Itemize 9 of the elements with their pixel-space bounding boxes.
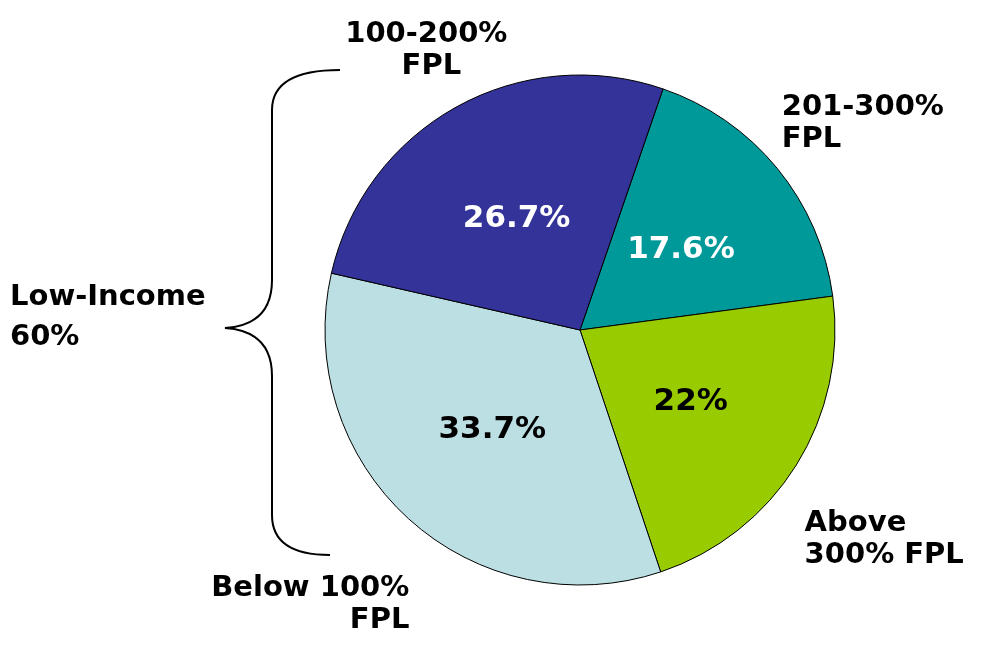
data-label: 33.7% <box>438 408 547 445</box>
slice-label: 100-200% FPL <box>345 14 518 81</box>
slice-label: Below 100% FPL <box>211 568 410 635</box>
text: Low-Income 60% <box>10 278 216 352</box>
data-label: 22% <box>653 381 728 418</box>
slice-label: Above 300% FPL <box>804 503 964 570</box>
data-label: 26.7% <box>462 197 571 234</box>
slice-label: 201-300% FPL <box>781 88 954 155</box>
data-label: 17.6% <box>627 229 735 266</box>
